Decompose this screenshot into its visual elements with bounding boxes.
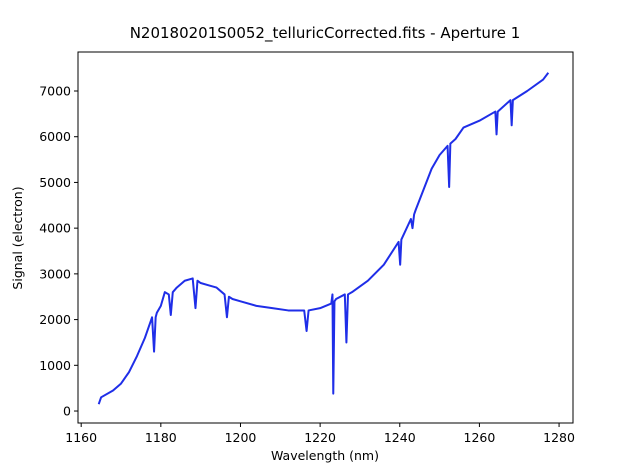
x-tick-label: 1240 [384,430,416,445]
x-tick-label: 1160 [65,430,97,445]
x-tick-label: 1180 [145,430,177,445]
y-tick-label: 2000 [39,312,71,327]
y-axis-label: Signal (electron) [10,186,25,289]
y-tick-label: 1000 [39,358,71,373]
x-tick-label: 1280 [543,430,575,445]
y-tick-label: 0 [63,404,71,419]
x-tick-label: 1260 [464,430,496,445]
x-tick-label: 1200 [225,430,257,445]
x-axis-label: Wavelength (nm) [271,448,379,463]
y-tick-label: 6000 [39,129,71,144]
chart-title: N20180201S0052_telluricCorrected.fits - … [130,24,521,43]
y-tick-label: 5000 [39,175,71,190]
plot-frame [77,51,574,424]
line-series [97,72,550,405]
y-tick-label: 7000 [39,83,71,98]
x-tick-label: 1220 [304,430,336,445]
y-tick-label: 4000 [39,221,71,236]
y-tick-label: 3000 [39,266,71,281]
